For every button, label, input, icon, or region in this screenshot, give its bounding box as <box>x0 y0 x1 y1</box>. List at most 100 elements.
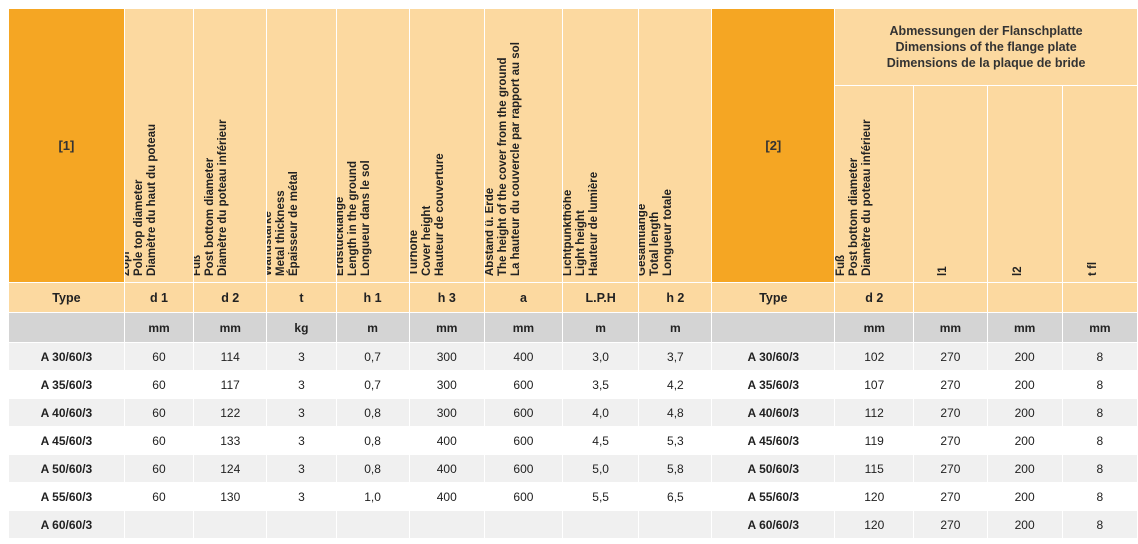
value-cell: 130 <box>193 482 268 511</box>
header-label-line: Longueur totale <box>662 189 675 276</box>
header-row-top: [1] Zopf Pole top diameter Diamètre du hau… <box>8 8 1138 283</box>
symbol-cell <box>986 282 1063 313</box>
unit-cell <box>8 312 125 343</box>
bracket-label-1: [1] <box>58 138 75 153</box>
value-cell: 600 <box>483 482 563 511</box>
value-cell: 270 <box>913 510 988 539</box>
value-cell: 400 <box>408 454 485 483</box>
value-cell: 400 <box>483 342 563 371</box>
rotated-label: Fuß Post bottom diameter Diamètre du potea… <box>836 119 875 276</box>
rotated-label: Erdstücklänge Length in the ground Longueu… <box>337 160 373 276</box>
header-flange-tfl: t fl <box>1061 85 1138 283</box>
value-cell: 270 <box>913 426 988 455</box>
value-cell: 4,5 <box>561 426 640 455</box>
value-cell: 0,8 <box>335 426 410 455</box>
type-bracket-header: [1] <box>8 8 125 283</box>
value-cell: 3 <box>266 482 337 511</box>
table-row: A 35/60/3 60 117 3 0,7 300 600 3,5 4,2 A 35/60/3 1… <box>8 370 1138 399</box>
symbol-cell: Type <box>711 282 836 313</box>
value-cell: 200 <box>986 454 1063 483</box>
header-length-in-ground: Erdstücklänge Length in the ground Longueu… <box>335 8 410 283</box>
value-cell: 600 <box>483 426 563 455</box>
value-cell: 60 <box>123 398 195 427</box>
unit-cell: m <box>638 312 713 343</box>
value-cell: 8 <box>1061 454 1138 483</box>
table-row: A 45/60/3 60 133 3 0,8 400 600 4,5 5,3 A 45/60/3 1… <box>8 426 1138 455</box>
header-label-line: Zopf <box>124 251 132 276</box>
value-cell: 0,7 <box>335 342 410 371</box>
value-cell: 122 <box>193 398 268 427</box>
type-cell: A 55/60/3 <box>711 482 836 511</box>
unit-cell: mm <box>834 312 915 343</box>
value-cell: 3,5 <box>561 370 640 399</box>
header-label-line: La hauteur du couvercle par rapport au s… <box>510 42 523 276</box>
value-cell: 120 <box>834 510 915 539</box>
symbol-cell <box>913 282 988 313</box>
type-cell: A 45/60/3 <box>711 426 836 455</box>
header-flange-l1: l1 <box>913 85 988 283</box>
header-label-line: Abstand ü. Erde <box>484 187 497 276</box>
value-cell: 3 <box>266 398 337 427</box>
header-label-line: Post bottom diameter <box>204 157 217 276</box>
value-cell: 200 <box>986 426 1063 455</box>
value-cell: 102 <box>834 342 915 371</box>
value-cell <box>335 510 410 539</box>
type-bracket-header-2: [2] <box>711 8 836 283</box>
symbol-cell: Type <box>8 282 125 313</box>
value-cell: 200 <box>986 510 1063 539</box>
symbol-cell <box>1061 282 1138 313</box>
rotated-label: Gesamtlänge Total length Longueur totale <box>640 189 676 276</box>
value-cell: 200 <box>986 482 1063 511</box>
value-cell <box>638 510 713 539</box>
header-label-line: Diamètre du poteau inférieur <box>861 119 874 276</box>
value-cell: 5,5 <box>561 482 640 511</box>
value-cell: 400 <box>408 426 485 455</box>
type-cell: A 35/60/3 <box>8 370 125 399</box>
table-row: A 60/60/3 A 60/60/3 120 270 200 8 <box>8 510 1138 539</box>
value-cell: 4,2 <box>638 370 713 399</box>
value-cell: 0,8 <box>335 398 410 427</box>
symbol-cell: h 3 <box>408 282 485 313</box>
value-cell: 8 <box>1061 370 1138 399</box>
value-cell: 6,5 <box>638 482 713 511</box>
symbol-cell: d 2 <box>193 282 268 313</box>
value-cell: 8 <box>1061 398 1138 427</box>
value-cell: 270 <box>913 398 988 427</box>
symbol-cell: h 1 <box>335 282 410 313</box>
header-pole-top-diameter: Zopf Pole top diameter Diamètre du haut du… <box>123 8 195 283</box>
value-cell: 0,7 <box>335 370 410 399</box>
value-cell: 3 <box>266 342 337 371</box>
value-cell: 112 <box>834 398 915 427</box>
value-cell <box>123 510 195 539</box>
header-total-length: Gesamtlänge Total length Longueur totale <box>638 8 713 283</box>
value-cell: 1,0 <box>335 482 410 511</box>
unit-row: mm mm kg m mm mm m m mm mm mm mm <box>8 312 1138 343</box>
header-label-line: Total length <box>649 211 662 276</box>
symbol-cell: a <box>483 282 563 313</box>
type-cell: A 60/60/3 <box>8 510 125 539</box>
rotated-label: Wandstärke Metal thickness Épaisseur de mé… <box>268 171 302 276</box>
value-cell: 60 <box>123 426 195 455</box>
header-label-line: Lichtpunkthöhe <box>562 189 574 276</box>
value-cell <box>483 510 563 539</box>
value-cell: 60 <box>123 370 195 399</box>
bracket-label-2: [2] <box>765 138 782 153</box>
rotated-label: Abstand ü. Erde The height of the cover f… <box>484 42 523 276</box>
value-cell <box>408 510 485 539</box>
table-row: A 40/60/3 60 122 3 0,8 300 600 4,0 4,8 A 40/60/3 1… <box>8 398 1138 427</box>
value-cell: 114 <box>193 342 268 371</box>
unit-cell: mm <box>986 312 1063 343</box>
header-cover-height: Türhöhe Cover height Hauteur de couverture <box>408 8 485 283</box>
header-post-bottom-diameter: Fuß Post bottom diameter Diamètre du potea… <box>193 8 268 283</box>
value-cell: 3,0 <box>561 342 640 371</box>
value-cell: 107 <box>834 370 915 399</box>
header-flange-l2: l2 <box>986 85 1063 283</box>
unit-cell: m <box>335 312 410 343</box>
table-row: A 30/60/3 60 114 3 0,7 300 400 3,0 3,7 A 30/60/3 1… <box>8 342 1138 371</box>
value-cell: 270 <box>913 370 988 399</box>
value-cell: 117 <box>193 370 268 399</box>
header-metal-thickness: Wandstärke Metal thickness Épaisseur de mé… <box>266 8 337 283</box>
value-cell: 5,0 <box>561 454 640 483</box>
type-cell: A 30/60/3 <box>8 342 125 371</box>
header-label-line: Longueur dans le sol <box>359 160 372 276</box>
